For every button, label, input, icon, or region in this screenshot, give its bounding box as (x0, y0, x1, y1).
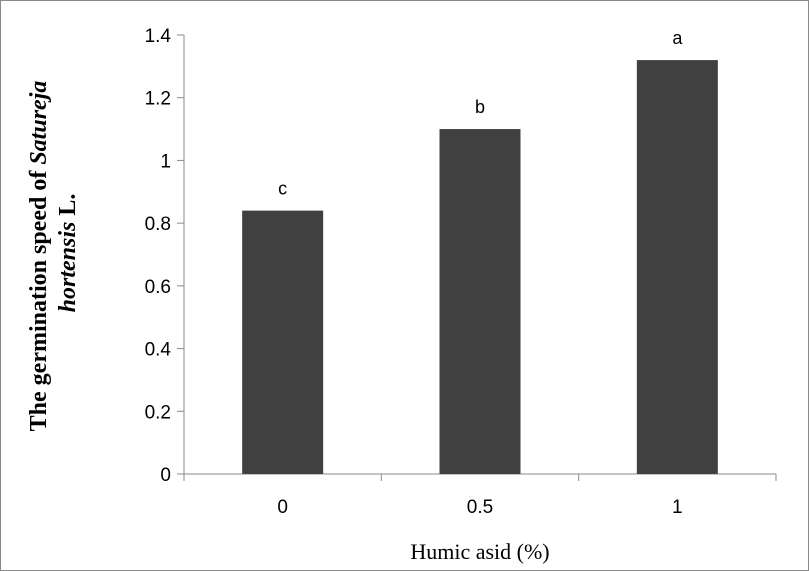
y-axis-title: The germination speed of Satureja horten… (26, 75, 81, 432)
y-tick-label: 1.4 (145, 26, 172, 47)
ticks: 0 0.2 0.4 0.6 0.8 1 1.2 1.4 0 0.5 1 (145, 26, 777, 518)
y-tick-label: 1 (160, 151, 171, 172)
y-tick-label: 0.6 (145, 277, 171, 298)
y-axis-title-line1-normal: The germination speed of (26, 165, 52, 432)
bar-data-label: c (278, 179, 287, 199)
y-axis-title-line2-normal: L. (55, 194, 81, 222)
y-tick-label: 0.8 (145, 214, 171, 235)
y-axis-title-line2: hortensis L. (55, 194, 81, 313)
x-tick-label: 1 (672, 497, 683, 518)
bar (636, 60, 718, 474)
y-tick-label: 0.4 (145, 340, 172, 361)
y-tick-label: 0 (160, 465, 171, 486)
bar (439, 129, 521, 475)
y-tick-label: 0.2 (145, 402, 171, 423)
x-tick-label: 0.5 (467, 497, 493, 518)
x-tick-label: 0 (277, 497, 288, 518)
bar-data-label: b (475, 97, 485, 117)
y-axis-title-line1-italic: Satureja (26, 81, 52, 165)
x-axis-title: Humic asid (%) (410, 539, 549, 564)
bars (242, 60, 718, 475)
y-tick-label: 1.2 (145, 89, 171, 110)
data-labels: c b a (278, 28, 683, 199)
bar (242, 210, 324, 474)
y-axis-title-line2-italic: hortensis (55, 222, 81, 313)
y-axis-title-line1: The germination speed of Satureja (26, 75, 52, 432)
bar-data-label: a (672, 28, 683, 48)
